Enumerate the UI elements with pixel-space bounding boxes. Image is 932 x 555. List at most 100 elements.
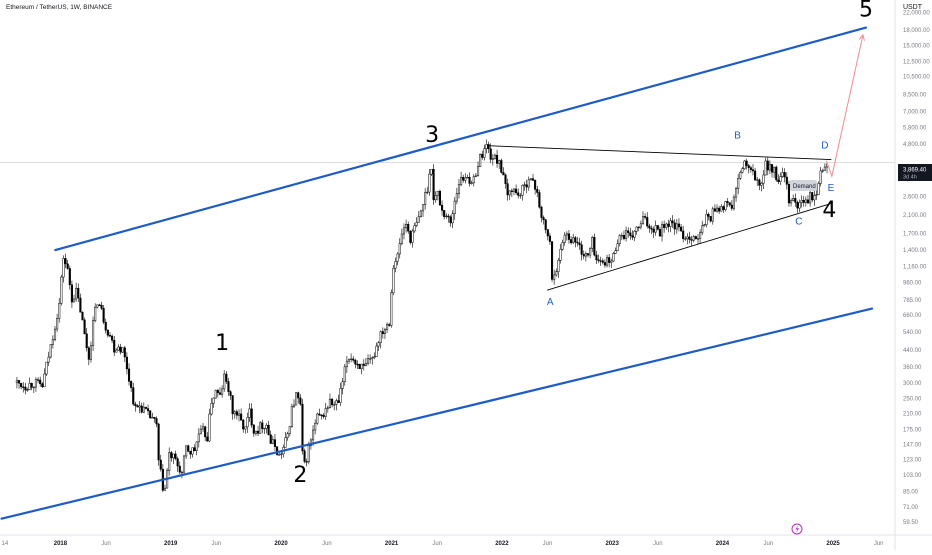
x-tick-label: Jun — [543, 541, 553, 547]
y-tick-label: 1,160.00 — [903, 264, 927, 270]
candle-body — [455, 193, 458, 202]
candle-body — [290, 406, 293, 427]
candle-body — [597, 259, 600, 261]
candle-body — [639, 223, 642, 228]
candle-body — [191, 447, 194, 455]
candle-body — [785, 176, 788, 185]
candle-body — [371, 357, 374, 359]
candle-body — [637, 226, 640, 229]
candle-body — [39, 379, 42, 385]
candle-body — [802, 200, 805, 203]
candle-body — [479, 153, 482, 167]
candle-body — [582, 254, 585, 257]
y-tick-label: 1,700.00 — [903, 231, 927, 237]
y-tick-label: 5,800.00 — [903, 126, 927, 132]
candle-body — [111, 335, 114, 341]
x-tick-label: 2022 — [495, 541, 509, 547]
candle-body — [180, 471, 183, 474]
candle-body — [739, 171, 742, 179]
lightning-icon[interactable] — [791, 523, 803, 535]
candle-body — [576, 241, 579, 244]
candle-body — [149, 410, 152, 419]
y-tick-label: 960.00 — [903, 281, 922, 287]
candle-body — [295, 392, 298, 406]
candle-body — [709, 216, 712, 222]
candle-body — [692, 236, 695, 241]
x-tick-label: 14 — [1, 541, 8, 547]
candle-body — [515, 188, 518, 194]
y-tick-label: 59.50 — [903, 520, 919, 526]
y-tick-label: 2,600.00 — [903, 195, 927, 201]
candle-body — [561, 242, 564, 250]
candle-body — [614, 250, 617, 254]
candle-body — [758, 179, 761, 186]
candle-body — [612, 253, 615, 262]
candle-body — [633, 230, 636, 238]
lightning-icon-bolt — [795, 525, 799, 533]
y-tick-label: 175.00 — [903, 427, 922, 433]
candle-body — [718, 207, 721, 212]
candle-body — [168, 452, 171, 471]
candle-body — [405, 224, 408, 229]
candle-body — [745, 160, 748, 166]
candle-body — [108, 335, 112, 337]
candle-body — [735, 188, 738, 198]
candle-body — [631, 235, 634, 238]
x-tick-label: Jun — [101, 541, 111, 547]
candle-body — [656, 225, 659, 230]
candle-body — [474, 175, 477, 177]
projection-path — [825, 34, 864, 178]
candle-body — [502, 172, 505, 176]
candle-body — [214, 390, 217, 399]
candle-body — [375, 345, 378, 357]
candle-body — [586, 253, 590, 256]
x-axis[interactable]: 14 2018 Jun 2019 Jun 2020 Jun 2021 Jun 2022 Jun 202… — [1, 541, 883, 547]
candle-body — [286, 433, 289, 438]
candle-body — [307, 445, 310, 463]
candle-body — [504, 174, 507, 184]
candle-body — [762, 174, 765, 184]
candle-body — [208, 413, 211, 442]
candle-body — [430, 169, 433, 175]
candle-body — [464, 177, 467, 181]
candle-body — [117, 346, 120, 351]
candle-body — [134, 403, 137, 406]
candle-body — [641, 216, 645, 225]
candle-body — [142, 406, 145, 413]
candle-body — [237, 413, 241, 416]
candle-body — [635, 226, 638, 232]
candle-body — [303, 450, 306, 462]
candle-body — [98, 304, 101, 306]
candle-body — [383, 329, 387, 334]
candle-body — [654, 225, 657, 233]
candle-body — [618, 235, 621, 244]
candle-body — [197, 433, 200, 443]
candle-body — [259, 422, 262, 434]
candle-body — [800, 200, 803, 203]
candle-body — [386, 324, 389, 330]
candle-body — [559, 248, 562, 261]
candle-body — [544, 219, 547, 230]
currency-label[interactable]: USDT — [902, 4, 922, 11]
candle-body — [407, 224, 410, 232]
y-tick-label: 300.00 — [903, 381, 922, 387]
candle-body — [392, 267, 395, 294]
candle-body — [51, 339, 54, 345]
candle-body — [64, 258, 67, 265]
candle-body — [360, 363, 363, 370]
candle-body — [468, 176, 471, 184]
candle-body — [669, 220, 672, 227]
y-tick-label: 210.00 — [903, 412, 922, 418]
demand-tag: Demand — [790, 180, 817, 191]
candle-body — [747, 165, 750, 168]
candle-body — [620, 235, 623, 237]
candle-body — [436, 190, 439, 196]
candle-body — [690, 239, 693, 241]
candle-body — [417, 216, 420, 223]
candle-body — [775, 166, 778, 181]
candle-body — [730, 204, 733, 209]
y-axis[interactable]: 22,000.00 18,000.00 15,000.00 12,500.00 10,5… — [903, 11, 930, 527]
